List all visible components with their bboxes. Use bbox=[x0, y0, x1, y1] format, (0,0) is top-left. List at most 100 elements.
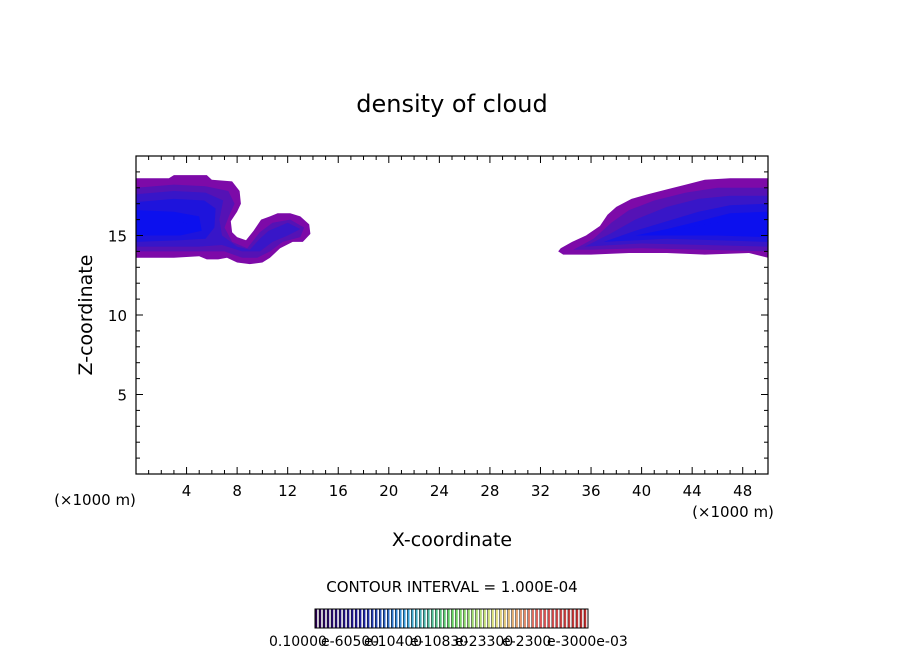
colorbar-stripe bbox=[367, 609, 370, 628]
colorbar-stripe bbox=[563, 609, 567, 628]
x-tick-label: 8 bbox=[232, 482, 242, 500]
colorbar-stripe bbox=[559, 609, 563, 628]
colorbar-label: 0.10000 bbox=[269, 634, 327, 650]
colorbar-stripe bbox=[519, 609, 522, 628]
colorbar-stripe bbox=[335, 609, 338, 628]
x-tick-label: 48 bbox=[733, 482, 752, 500]
colorbar-stripe bbox=[419, 609, 422, 628]
colorbar-stripe bbox=[551, 609, 555, 628]
colorbar-stripe bbox=[463, 609, 466, 628]
y-tick-label: 10 bbox=[108, 307, 127, 325]
x-tick-label: 32 bbox=[531, 482, 550, 500]
colorbar-stripe bbox=[579, 609, 583, 628]
right-cloud-level-5 bbox=[673, 219, 768, 233]
colorbar-stripe bbox=[495, 609, 498, 628]
colorbar-stripe bbox=[375, 609, 378, 628]
x-tick-label: 20 bbox=[379, 482, 398, 500]
colorbar-stripe bbox=[435, 609, 438, 628]
x-unit-right: (×1000 m) bbox=[692, 503, 774, 521]
y-axis-label: Z-coordinate bbox=[75, 255, 97, 376]
x-axis-label: X-coordinate bbox=[392, 529, 512, 551]
colorbar-label: e-3000e-03 bbox=[547, 634, 628, 650]
colorbar-stripe bbox=[515, 609, 518, 628]
colorbar-stripe bbox=[339, 609, 342, 628]
contour-interval-label: CONTOUR INTERVAL = 1.000E-04 bbox=[326, 578, 577, 596]
chart-title: density of cloud bbox=[356, 90, 547, 118]
colorbar-stripe bbox=[527, 609, 530, 628]
colorbar-stripe bbox=[483, 609, 486, 628]
colorbar-stripe bbox=[439, 609, 442, 628]
colorbar-stripe bbox=[511, 609, 514, 628]
colorbar-stripe bbox=[547, 609, 551, 628]
x-tick-label: 24 bbox=[430, 482, 449, 500]
x-tick-label: 12 bbox=[278, 482, 297, 500]
colorbar-stripe bbox=[455, 609, 458, 628]
colorbar-stripe bbox=[315, 609, 318, 628]
x-tick-label: 28 bbox=[480, 482, 499, 500]
colorbar-label: e-2300 bbox=[502, 634, 551, 650]
left-cloud-level-5 bbox=[136, 218, 190, 231]
x-tick-label: 44 bbox=[683, 482, 702, 500]
colorbar-stripe bbox=[411, 609, 414, 628]
colorbar-label: e-10830 bbox=[410, 634, 468, 650]
colorbar-stripe bbox=[459, 609, 462, 628]
x-unit-left: (×1000 m) bbox=[54, 491, 136, 509]
colorbar-stripe bbox=[343, 609, 346, 628]
colorbar-stripe bbox=[531, 609, 534, 628]
colorbar-stripe bbox=[407, 609, 410, 628]
colorbar-stripe bbox=[475, 609, 478, 628]
colorbar-stripe bbox=[467, 609, 470, 628]
colorbar-stripe bbox=[535, 609, 539, 628]
colorbar-stripe bbox=[503, 609, 506, 628]
colorbar-frame bbox=[314, 608, 589, 629]
colorbar-stripe bbox=[327, 609, 330, 628]
colorbar-stripe bbox=[383, 609, 386, 628]
colorbar-stripe bbox=[567, 609, 571, 628]
colorbar bbox=[314, 608, 589, 629]
x-tick-label: 4 bbox=[182, 482, 192, 500]
colorbar-label: e-10400 bbox=[364, 634, 422, 650]
colorbar-stripe bbox=[507, 609, 510, 628]
colorbar-stripe bbox=[351, 609, 354, 628]
colorbar-stripe bbox=[523, 609, 526, 628]
colorbar-stripe bbox=[539, 609, 543, 628]
colorbar-stripe bbox=[355, 609, 358, 628]
colorbar-stripe bbox=[427, 609, 430, 628]
colorbar-stripe bbox=[423, 609, 426, 628]
x-tick-label: 40 bbox=[632, 482, 651, 500]
colorbar-stripe bbox=[543, 609, 547, 628]
colorbar-stripe bbox=[451, 609, 454, 628]
colorbar-stripe bbox=[479, 609, 482, 628]
colorbar-stripe bbox=[395, 609, 398, 628]
colorbar-stripe bbox=[403, 609, 406, 628]
colorbar-labels: 0.10000e-60500e-10400e-10830e-23300e-230… bbox=[269, 634, 628, 650]
y-tick-label: 5 bbox=[117, 387, 127, 405]
x-tick-label: 36 bbox=[581, 482, 600, 500]
colorbar-stripe bbox=[363, 609, 366, 628]
colorbar-stripe bbox=[583, 609, 587, 628]
colorbar-stripe bbox=[447, 609, 450, 628]
colorbar-stripe bbox=[415, 609, 418, 628]
colorbar-stripe bbox=[471, 609, 474, 628]
colorbar-stripe bbox=[387, 609, 390, 628]
colorbar-stripe bbox=[391, 609, 394, 628]
colorbar-stripe bbox=[347, 609, 350, 628]
colorbar-stripe bbox=[359, 609, 362, 628]
colorbar-stripe bbox=[555, 609, 559, 628]
colorbar-stripe bbox=[431, 609, 434, 628]
colorbar-stripe bbox=[491, 609, 494, 628]
colorbar-stripe bbox=[331, 609, 334, 628]
colorbar-stripe bbox=[323, 609, 326, 628]
colorbar-stripe bbox=[571, 609, 575, 628]
colorbar-stripe bbox=[399, 609, 402, 628]
colorbar-stripe bbox=[443, 609, 446, 628]
colorbar-stripe bbox=[319, 609, 322, 628]
colorbar-stripe bbox=[575, 609, 579, 628]
y-tick-label: 15 bbox=[108, 228, 127, 246]
colorbar-stripe bbox=[379, 609, 382, 628]
colorbar-label: e-60500 bbox=[321, 634, 379, 650]
colorbar-stripe bbox=[371, 609, 374, 628]
colorbar-stripe bbox=[487, 609, 490, 628]
